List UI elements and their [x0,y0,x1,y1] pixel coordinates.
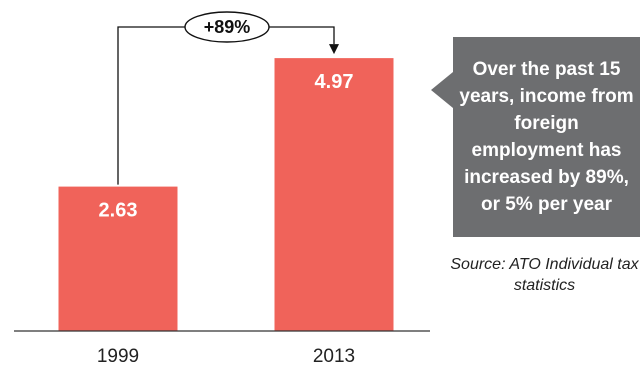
source-note: Source: ATO Individual tax statistics [450,256,639,294]
change-badge [184,11,270,43]
bar-value-label-1999: 2.63 [99,200,138,222]
callout-pointer [431,72,453,108]
change-badge-label: +89% [204,17,251,37]
bar-2013 [274,58,394,332]
change-connector: +89% [117,11,339,185]
callout-text: Over the past 15 years, income from fore… [459,59,634,215]
bar-1999 [58,186,178,331]
change-arrowhead [329,44,339,55]
x-tick-labels: 1999 2013 [97,346,355,367]
bar-value-label-2013: 4.97 [315,71,354,93]
x-tick-label-1999: 1999 [97,346,139,367]
callout-box: Over the past 15 years, income from fore… [453,37,640,237]
bars-group: 2.63 4.97 [58,58,394,332]
x-tick-label-2013: 2013 [313,346,355,367]
